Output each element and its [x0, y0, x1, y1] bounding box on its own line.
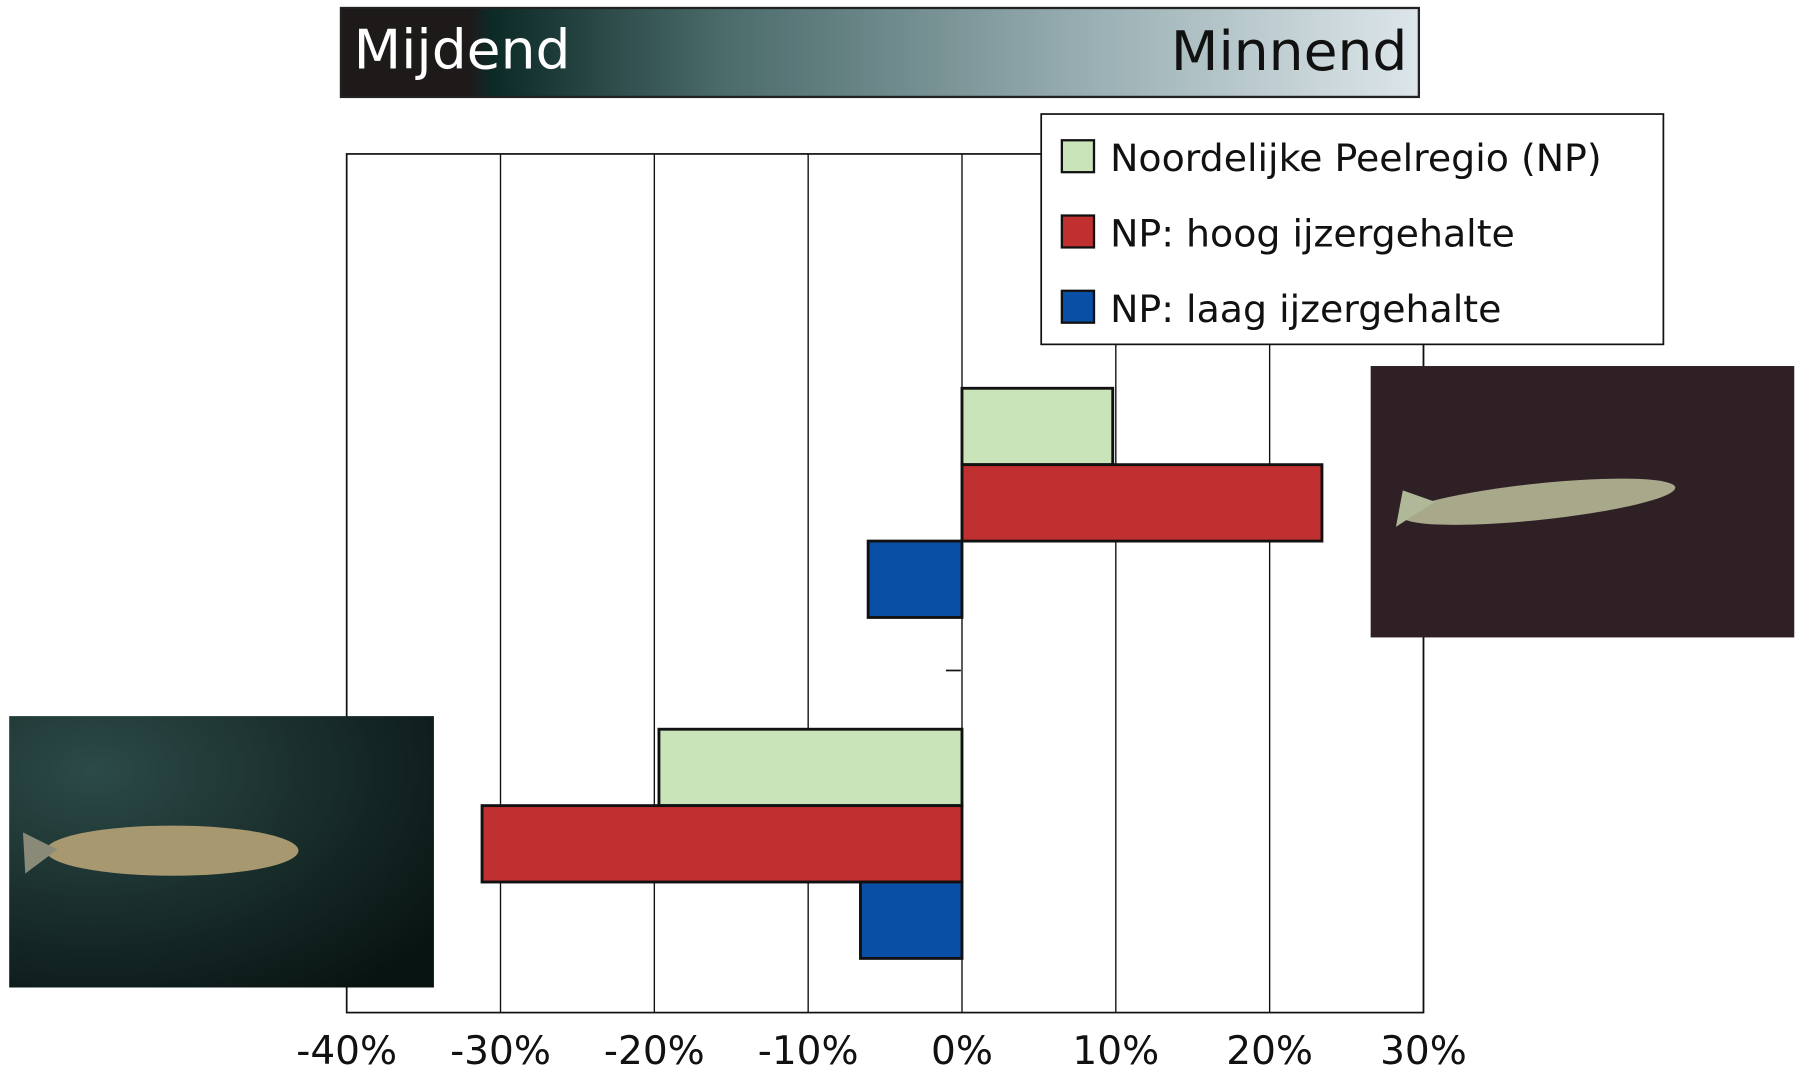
- page: {"chart_data": {"type": "hbar", "banner_…: [0, 0, 1800, 1081]
- x-tick-label: -20%: [604, 1029, 705, 1074]
- bar: [860, 882, 962, 958]
- bar: [659, 729, 962, 805]
- legend-swatch: [1062, 291, 1094, 323]
- x-tick-label: -40%: [296, 1029, 397, 1074]
- legend-swatch: [1062, 216, 1094, 248]
- banner-left: Mijdend: [354, 18, 571, 82]
- fish-shape: [46, 826, 299, 876]
- bar: [962, 465, 1322, 541]
- x-tick-label: 10%: [1072, 1029, 1159, 1074]
- legend-label: NP: hoog ijzergehalte: [1110, 212, 1515, 256]
- bar: [962, 388, 1113, 464]
- chart: Mijdend Minnend Noordelijke Peelregio (N…: [0, 0, 1800, 1081]
- x-tick-label: -10%: [758, 1029, 859, 1074]
- legend-label: Noordelijke Peelregio (NP): [1110, 136, 1602, 180]
- legend-swatch: [1062, 140, 1094, 172]
- bar: [482, 806, 962, 882]
- legend-label: NP: laag ijzergehalte: [1110, 287, 1501, 331]
- x-tick-label: -30%: [450, 1029, 551, 1074]
- banner-right: Minnend: [1171, 19, 1407, 83]
- bar: [868, 541, 962, 617]
- x-tick-label: 0%: [931, 1029, 993, 1074]
- x-tick-label: 30%: [1380, 1029, 1467, 1074]
- x-tick-label: 20%: [1226, 1029, 1313, 1074]
